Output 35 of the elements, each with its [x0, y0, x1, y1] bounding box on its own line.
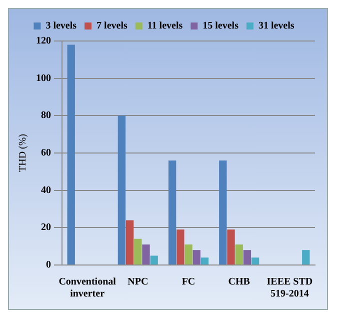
legend-label: 11 levels	[147, 20, 183, 32]
y-axis-title: THD (%)	[18, 134, 29, 172]
y-tick-label: 120	[36, 36, 51, 47]
x-tick-label: IEEE STD 519-2014	[266, 276, 313, 300]
bar	[134, 238, 142, 264]
bar	[67, 44, 75, 264]
bar	[184, 244, 192, 264]
legend-label: 7 levels	[96, 20, 128, 32]
bar	[192, 250, 200, 264]
bar	[150, 256, 158, 264]
bar	[200, 258, 209, 264]
bar	[168, 160, 176, 264]
bar	[142, 244, 150, 264]
bar	[243, 250, 252, 264]
bar	[302, 250, 310, 264]
y-tick-label: 100	[36, 72, 51, 84]
y-tick-label: 40	[41, 184, 51, 196]
x-tick-label: FC	[182, 276, 196, 288]
bar	[251, 258, 260, 264]
bar	[227, 230, 235, 264]
bar	[235, 244, 243, 264]
y-tick-label: 0	[46, 260, 51, 271]
legend-label: 31 levels	[258, 20, 294, 32]
bar	[126, 220, 134, 264]
y-tick-label: 80	[41, 110, 51, 122]
y-tick-label: 20	[41, 222, 51, 234]
x-tick-label: Conventional inverter	[58, 276, 116, 300]
x-tick-label: NPC	[128, 276, 148, 288]
bar	[176, 230, 184, 264]
legend-label: 15 levels	[202, 20, 239, 32]
bar	[219, 160, 227, 264]
x-tick-label: CHB	[228, 276, 250, 288]
y-tick-label: 60	[41, 148, 51, 159]
bar	[118, 116, 126, 264]
legend-label: 3 levels	[46, 20, 77, 32]
